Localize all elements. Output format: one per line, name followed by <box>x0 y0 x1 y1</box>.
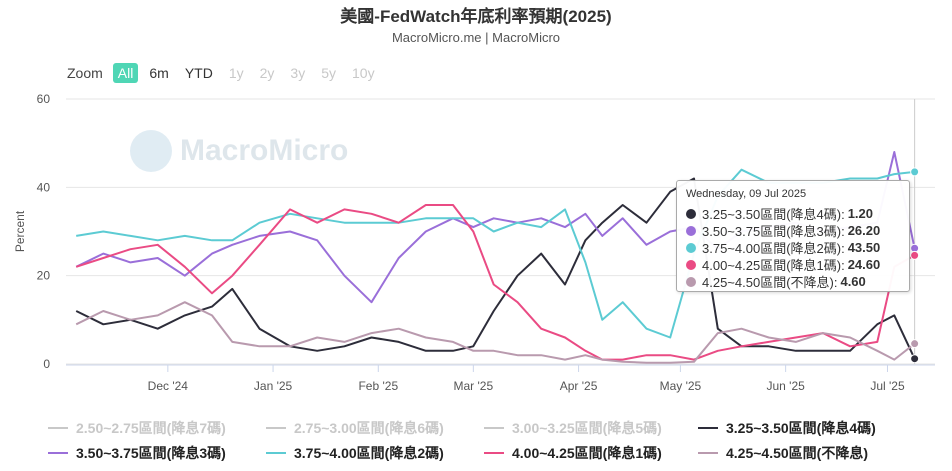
legend-item[interactable]: 3.25~3.50區間(降息4碼) <box>698 418 876 438</box>
zoom-button-ytd[interactable]: YTD <box>184 65 213 81</box>
tooltip-row-value: 24.60 <box>847 257 881 272</box>
tooltip-row-label: 4.25~4.50區間(不降息): <box>702 275 838 290</box>
tooltip-row: 4.25~4.50區間(不降息): 4.60 <box>686 272 866 291</box>
series-dot-icon <box>686 208 696 219</box>
x-tick-label: Jul '25 <box>870 379 905 393</box>
macromicro-logo-icon <box>130 130 172 172</box>
tooltip-row-value: 26.20 <box>847 223 881 238</box>
legend-row: 2.50~2.75區間(降息7碼) 2.75~3.00區間(降息6碼) 3.00… <box>0 418 952 438</box>
chart-title: 美國-FedWatch年底利率預期(2025) <box>340 7 612 26</box>
tooltip-row-value: 1.20 <box>847 206 874 221</box>
y-tick-label: 0 <box>43 357 50 371</box>
legend-line-icon <box>698 427 718 429</box>
zoom-button-10y[interactable]: 10y <box>352 65 375 81</box>
legend-label: 2.50~2.75區間(降息7碼) <box>76 420 226 436</box>
legend-line-icon <box>266 427 286 429</box>
series-dot-icon <box>686 242 696 253</box>
chart-subtitle: MacroMicro.me | MacroMicro <box>391 30 561 45</box>
tooltip-row-label: 3.50~3.75區間(降息3碼): <box>702 224 845 239</box>
x-tick-label: Feb '25 <box>358 379 398 393</box>
legend-line-icon <box>484 427 504 429</box>
legend-label: 3.50~3.75區間(降息3碼) <box>76 445 226 461</box>
chart-tooltip: Wednesday, 09 Jul 2025 3.25~3.50區間(降息4碼)… <box>676 180 910 292</box>
tooltip-row: 3.50~3.75區間(降息3碼): 26.20 <box>686 221 880 240</box>
hover-point <box>910 339 920 349</box>
series-dot-icon <box>686 225 696 236</box>
x-tick-label: Apr '25 <box>560 379 598 393</box>
legend-item[interactable]: 3.00~3.25區間(降息5碼) <box>484 418 662 438</box>
x-tick-label: May '25 <box>660 379 702 393</box>
legend-line-icon <box>484 452 504 454</box>
zoom-button-3y[interactable]: 3y <box>290 65 306 81</box>
zoom-button-6m[interactable]: 6m <box>149 65 169 81</box>
legend-label: 2.75~3.00區間(降息6碼) <box>294 420 444 436</box>
tooltip-row-value: 43.50 <box>847 240 881 255</box>
tooltip-row: 4.00~4.25區間(降息1碼): 24.60 <box>686 255 880 274</box>
legend-line-icon <box>48 427 68 429</box>
x-tick-label: Mar '25 <box>454 379 494 393</box>
tooltip-row-label: 3.75~4.00區間(降息2碼): <box>702 241 845 256</box>
zoom-button-2y[interactable]: 2y <box>259 65 275 81</box>
legend-item[interactable]: 2.50~2.75區間(降息7碼) <box>48 418 226 438</box>
watermark-text: MacroMicro <box>180 134 349 167</box>
tooltip-row-value: 4.60 <box>840 274 866 289</box>
legend-row: 3.50~3.75區間(降息3碼) 3.75~4.00區間(降息2碼) 4.00… <box>0 443 952 463</box>
y-axis-title: Percent <box>13 210 27 252</box>
series-line <box>75 204 916 361</box>
zoom-button-5y[interactable]: 5y <box>321 65 336 81</box>
legend-label: 4.25~4.50區間(不降息) <box>726 445 868 461</box>
legend-label: 3.75~4.00區間(降息2碼) <box>294 445 444 461</box>
legend-item[interactable]: 4.00~4.25區間(降息1碼) <box>484 443 662 463</box>
tooltip-row-label: 3.25~3.50區間(降息4碼): <box>702 207 845 222</box>
legend-item[interactable]: 4.25~4.50區間(不降息) <box>698 443 868 463</box>
watermark-logo: MacroMicro <box>130 130 348 172</box>
y-tick-label: 40 <box>37 180 51 194</box>
series-line <box>75 301 916 364</box>
series-dot-icon <box>686 259 696 270</box>
series-line <box>75 177 916 360</box>
legend-line-icon <box>266 452 286 454</box>
zoom-controls: Zoom All 6m YTD 1y 2y 3y 5y 10y <box>67 63 380 83</box>
hover-point <box>910 250 920 260</box>
hover-point <box>910 354 920 364</box>
legend-label: 4.00~4.25區間(降息1碼) <box>512 445 662 461</box>
zoom-label: Zoom <box>67 65 103 81</box>
tooltip-row-label: 4.00~4.25區間(降息1碼): <box>702 258 845 273</box>
legend-line-icon <box>698 452 718 454</box>
hover-point <box>910 167 920 177</box>
tooltip-date: Wednesday, 09 Jul 2025 <box>686 188 807 200</box>
legend-label: 3.00~3.25區間(降息5碼) <box>512 420 662 436</box>
zoom-button-1y[interactable]: 1y <box>228 65 244 81</box>
zoom-button-all[interactable]: All <box>112 63 139 83</box>
y-tick-label: 20 <box>37 269 51 283</box>
x-tick-label: Dec '24 <box>148 379 189 393</box>
line-chart[interactable]: 0 20 40 60 Dec '24 Jan '25 Feb '25 Mar '25 Apr '… <box>0 0 952 410</box>
tooltip-row: 3.25~3.50區間(降息4碼): 1.20 <box>686 204 873 223</box>
y-tick-label: 60 <box>37 92 51 106</box>
legend-item[interactable]: 3.75~4.00區間(降息2碼) <box>266 443 444 463</box>
x-tick-label: Jun '25 <box>766 379 805 393</box>
legend-item[interactable]: 3.50~3.75區間(降息3碼) <box>48 443 226 463</box>
legend-line-icon <box>48 452 68 454</box>
x-tick-label: Jan '25 <box>254 379 293 393</box>
legend-item[interactable]: 2.75~3.00區間(降息6碼) <box>266 418 444 438</box>
legend-label: 3.25~3.50區間(降息4碼) <box>726 420 876 436</box>
series-dot-icon <box>686 276 696 287</box>
tooltip-row: 3.75~4.00區間(降息2碼): 43.50 <box>686 238 880 257</box>
